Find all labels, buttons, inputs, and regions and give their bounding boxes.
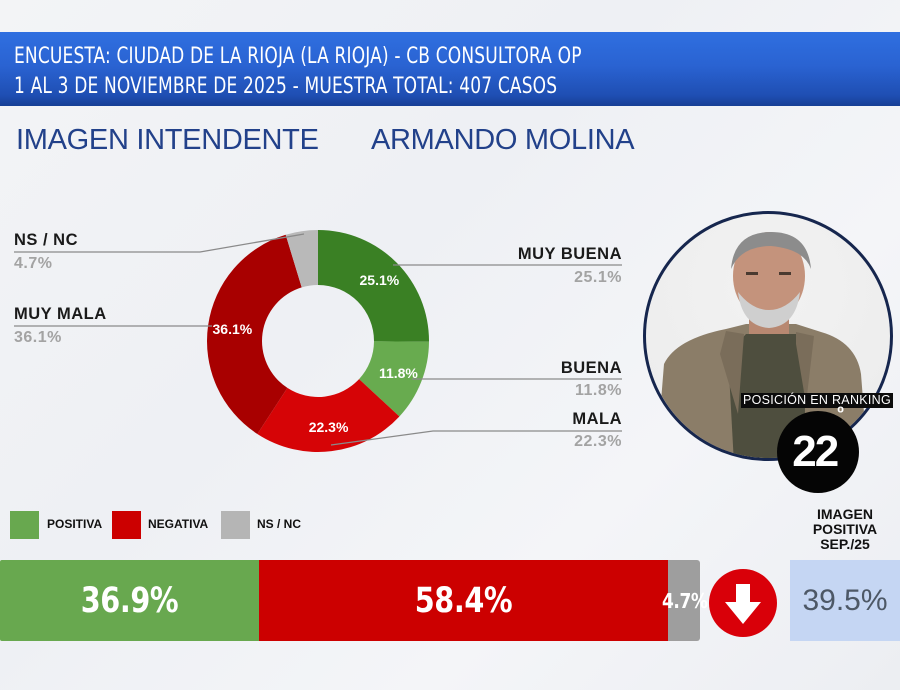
previous-title-line-3: SEP./25 [820, 536, 870, 552]
previous-title-line-2: POSITIVA [812, 521, 878, 537]
bar-value-ns-nc: 4.7% [662, 588, 708, 613]
ranking-position: 22 [792, 427, 839, 476]
donut-slice-buena [359, 341, 429, 417]
donut-slice-muy-buena [318, 230, 429, 342]
legend-label-positiva: POSITIVA [47, 517, 103, 531]
callout-label-muy-buena: MUY BUENA [517, 245, 622, 263]
legend-label-ns-nc: NS / NC [257, 517, 302, 531]
ranking-label: POSICIÓN EN RANKING [741, 393, 893, 408]
callout-label-ns-nc: NS / NC [14, 231, 79, 249]
callout-label-mala: MALA [572, 410, 622, 428]
chart-subtitle: IMAGEN INTENDENTE [16, 124, 319, 156]
donut-slice-muy-mala [207, 234, 302, 434]
bar-value-negativa: 58.4% [414, 580, 513, 621]
donut-slice-labels: 25.1% 11.8% 22.3% 36.1% [213, 272, 419, 435]
previous-positive-image-value: 39.5% [802, 583, 888, 617]
ranking-badge: 22 º [777, 403, 859, 493]
bar-segment-ns-nc: 4.7% [662, 560, 708, 641]
legend-swatch-ns-nc [221, 511, 250, 539]
callout-value-muy-buena: 25.1% [574, 269, 622, 286]
candidate-portrait-illustration [656, 232, 868, 458]
candidate-photo [643, 211, 893, 461]
bar-segment-negativa: 58.4% [259, 560, 668, 641]
donut-slice-label: 25.1% [360, 272, 400, 288]
leader-lines [14, 233, 622, 446]
legend-label-negativa: NEGATIVA [148, 517, 209, 531]
callout-label-buena: BUENA [560, 359, 622, 377]
leader-line-mala [330, 430, 622, 446]
callout-value-ns-nc: 4.7% [14, 255, 53, 272]
header-title-line-2: 1 AL 3 DE NOVIEMBRE DE 2025 - MUESTRA TO… [14, 74, 558, 99]
donut-slice-label: 36.1% [213, 321, 253, 337]
ranking-ordinal-suffix: º [837, 403, 844, 423]
legend-swatch-positiva [10, 511, 39, 539]
donut-slice-label: 11.8% [379, 365, 418, 381]
previous-image-title: IMAGEN POSITIVA SEP./25 [790, 507, 900, 552]
donut-slice-ns-nc [285, 230, 318, 288]
candidate-name: ARMANDO MOLINA [371, 124, 635, 156]
leader-line-ns-nc [14, 233, 305, 253]
bar-segment-positiva: 36.9% [0, 560, 259, 641]
donut-slice-label: 22.3% [309, 419, 349, 435]
header-band: ENCUESTA: CIUDAD DE LA RIOJA (LA RIOJA) … [0, 32, 900, 106]
down-arrow-icon [725, 584, 761, 624]
bar-value-positiva: 36.9% [80, 580, 179, 621]
callout-value-muy-mala: 36.1% [14, 329, 62, 346]
trend-indicator [709, 569, 777, 637]
header-title-line-1: ENCUESTA: CIUDAD DE LA RIOJA (LA RIOJA) … [14, 44, 582, 69]
callout-label-muy-mala: MUY MALA [14, 305, 107, 323]
donut-slice-mala [257, 379, 400, 452]
legend-swatch-negativa [112, 511, 141, 539]
previous-positive-image-box: 39.5% [790, 560, 900, 641]
previous-title-line-1: IMAGEN [817, 506, 873, 522]
callout-value-mala: 22.3% [574, 433, 622, 450]
callout-value-buena: 11.8% [575, 382, 622, 399]
donut-slices [207, 230, 429, 452]
